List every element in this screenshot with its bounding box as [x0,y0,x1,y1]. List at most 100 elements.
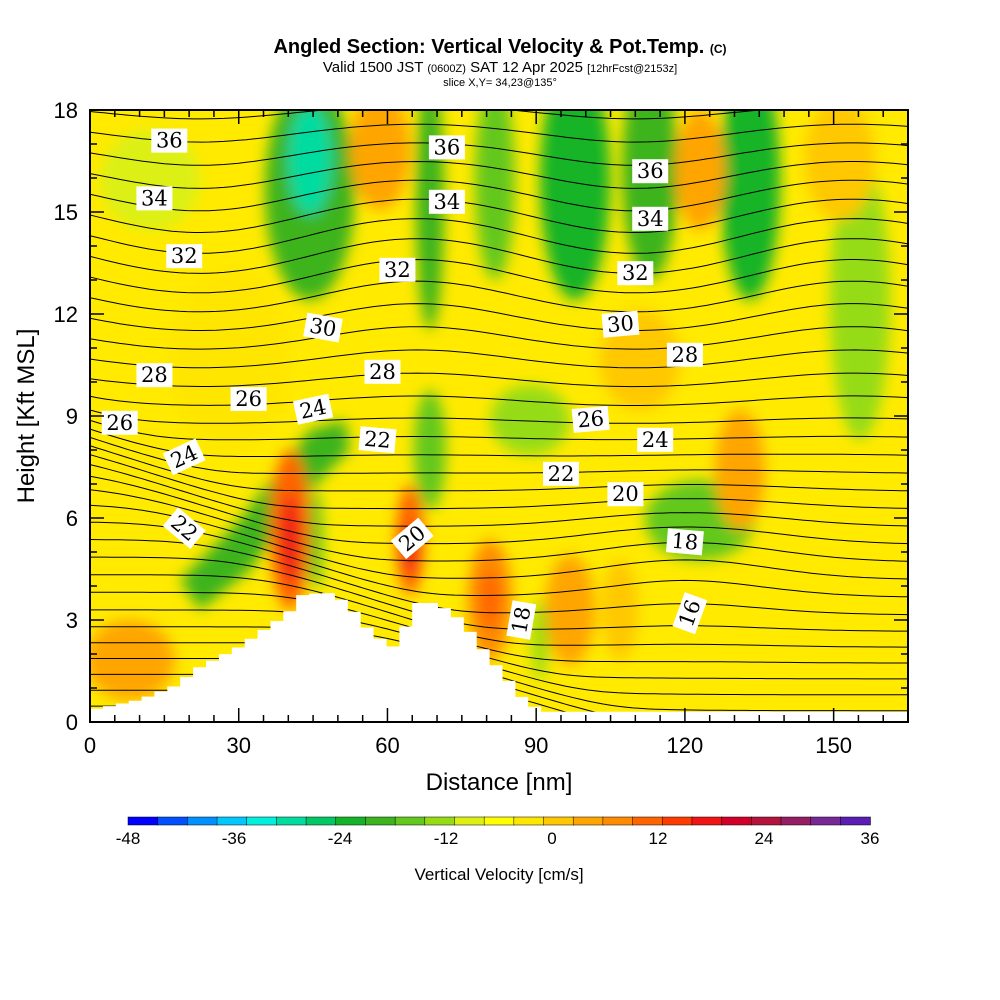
isentrope-label: 18 [665,528,704,556]
isentrope-line [90,419,908,441]
isentrope-label-box [136,186,173,211]
colorbar-swatch [632,816,663,826]
isentrope-label-box [303,312,343,343]
isentrope-label-text: 20 [612,482,639,506]
isentrope-line [90,160,908,189]
isentrope-label-text: 28 [369,360,396,384]
isentrope-label-text: 36 [434,135,461,159]
colorbar-swatch [810,816,842,826]
isentrope-label-text: 34 [434,190,461,214]
isentrope-label-text: 28 [672,343,699,367]
colorbar-tick-label: 36 [861,829,880,848]
x-tick-label: 90 [524,733,548,758]
isentrope-label: 22 [543,461,579,486]
y-tick-label: 18 [54,98,78,123]
isentrope-label-box [666,342,703,367]
isentrope-line [90,110,766,120]
valid-zulu: (0600Z) [427,63,466,75]
chart-title-block: Angled Section: Vertical Velocity & Pot.… [0,36,1000,90]
colorbar-swatch [246,816,278,826]
x-axis: 0 30 60 90 120 150 [84,110,909,758]
isentrope-label-box [571,405,610,433]
isentrope-label: 28 [136,363,173,388]
isentrope-label-text: 22 [363,427,392,453]
isentrope-line [90,142,908,166]
colorbar-swatch [691,816,723,826]
isentrope-label-box [506,600,537,640]
isentrope-label-text: 22 [548,462,575,486]
colorbar-swatch [483,816,515,826]
x-tick-label: 0 [84,733,96,758]
isentrope-label: 28 [666,342,703,367]
isentrope-line [90,521,908,598]
x-tick-label: 60 [375,733,399,758]
isentrope-label: 22 [162,507,206,549]
isentrope-label-text: 32 [384,258,411,282]
isentrope-label: 30 [601,310,640,338]
isentrope-label: 34 [632,206,669,231]
isentrope-label-box [358,426,397,454]
isentrope-line [90,349,908,369]
isentrope-label-box [364,359,401,384]
isentrope-label-text: 26 [106,411,133,435]
isentrope-label-text: 26 [235,387,262,411]
colorbar-swatch [394,816,426,826]
isentrope-label-box [162,507,206,549]
isentrope-line [90,539,908,616]
isentrope-label-text: 18 [507,605,535,635]
plot-area: 36 34 32 28 26 26 24 22 24 30 28 22 20 32 36 34 22 26 30 32… [89,109,909,723]
isentrope-labels: 36 34 32 28 26 26 24 22 24 30 28 22 20 32 36 34 22 26 30 32… [101,128,708,640]
terrain-profile [90,593,908,722]
colorbar-swatch [721,816,753,826]
isentrope-line [90,464,908,527]
isentrope-line [90,179,908,212]
colorbar-tick-label: -24 [328,829,353,848]
isentrope-line [90,504,908,580]
isentrope-line [90,198,908,233]
isentrope-label: 18 [506,600,537,640]
isentrope-label-text: 36 [156,129,183,153]
isentrope-label-text: 30 [606,311,635,337]
isentrope-label-box [136,363,173,388]
isentrope-label: 34 [136,186,173,211]
y-axis-title: Height [Kft MSL] [13,329,40,504]
isentrope-line [90,436,908,474]
valid-date: SAT 12 Apr 2025 [470,59,583,76]
colorbar-swatch [454,816,485,826]
chart-title: Angled Section: Vertical Velocity & Pot.… [0,36,1000,60]
colorbar-tick-label: -48 [116,829,141,848]
title-text: Angled Section: Vertical Velocity & Pot.… [273,36,705,58]
isentrope-line [90,475,908,545]
isentrope-label: 24 [637,427,674,452]
isentrope-label: 36 [428,135,465,160]
colorbar-swatch [365,816,396,826]
isentrope-label-box [101,410,138,435]
isentrope-line [90,445,908,492]
title-suffix: (C) [709,42,727,56]
y-tick-label: 3 [66,608,78,633]
colorbar-tick-label: -36 [222,829,247,848]
isentrope-line [90,123,908,143]
isentrope-label-text: 36 [637,159,664,183]
colorbar-swatch [780,816,812,826]
colorbar-swatch [187,816,218,826]
isentrope-label-text: 18 [671,529,700,555]
isentrope-label: 32 [379,257,416,282]
isentrope-line [90,609,908,680]
isentrope-label: 24 [292,393,334,425]
isentrope-label-box [607,482,644,507]
isentrope-line [90,428,908,457]
isentrope-label-box [617,261,654,286]
colorbar-swatch [127,816,159,826]
y-tick-label: 15 [54,200,78,225]
colorbar-swatch [216,816,248,826]
isentrope-line [90,454,908,510]
isentrope-label-box [601,310,640,338]
colorbar-tick-label: 0 [547,829,556,848]
colorbar-swatch [751,816,782,826]
isentrope-label: 26 [571,405,610,433]
isentrope-label: 28 [364,359,401,384]
isentrope-label: 26 [230,387,267,411]
isentrope-line [90,556,908,632]
y-tick-label: 6 [66,506,78,531]
